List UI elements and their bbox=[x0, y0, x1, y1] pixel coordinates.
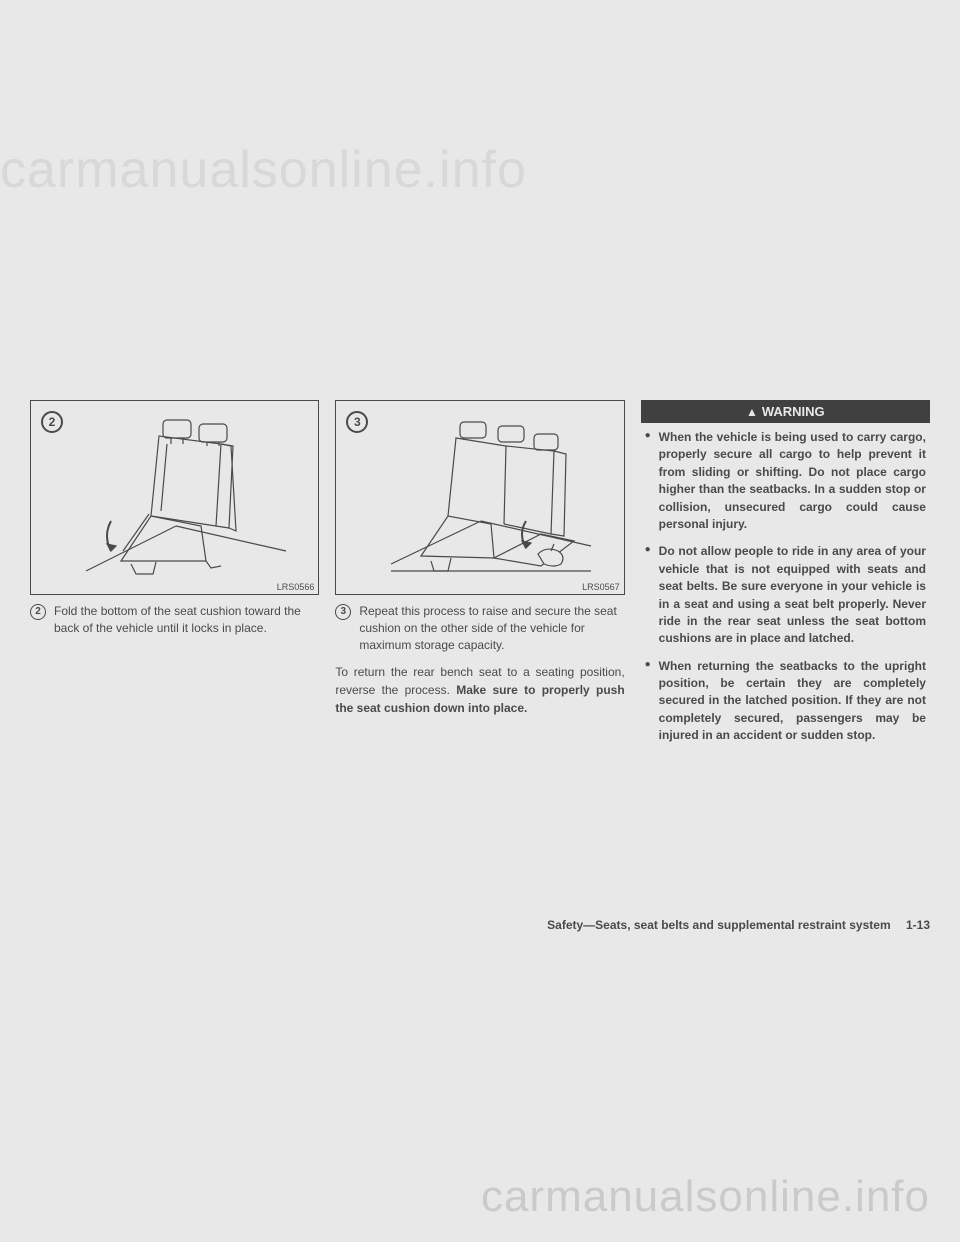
body-paragraph: To return the rear bench seat to a seati… bbox=[335, 663, 624, 717]
warning-triangle-icon: ▲ bbox=[746, 405, 758, 419]
footer-section-title: Safety—Seats, seat belts and supplementa… bbox=[547, 918, 890, 932]
figure-step-circle-2: 3 bbox=[346, 411, 368, 433]
warning-item: When returning the seatbacks to the upri… bbox=[645, 658, 926, 745]
column-3: ▲ WARNING When the vehicle is being used… bbox=[641, 400, 930, 755]
warning-title: WARNING bbox=[762, 404, 825, 419]
step-text-content-2: Repeat this process to raise and secure … bbox=[359, 603, 624, 653]
figure-step-circle-1: 2 bbox=[41, 411, 63, 433]
page-footer: Safety—Seats, seat belts and supplementa… bbox=[547, 918, 930, 932]
column-2: 3 bbox=[335, 400, 624, 755]
step-inline-num-2: 3 bbox=[335, 604, 351, 620]
step-text-content-1: Fold the bottom of the seat cushion towa… bbox=[54, 603, 319, 637]
warning-header: ▲ WARNING bbox=[641, 400, 930, 423]
step-text-2: 3 Repeat this process to raise and secur… bbox=[335, 603, 624, 653]
warning-list: When the vehicle is being used to carry … bbox=[641, 423, 930, 745]
figure-box-2: 3 bbox=[335, 400, 624, 595]
page-content: 2 bbox=[30, 400, 930, 755]
watermark-top: carmanualsonline.info bbox=[0, 140, 960, 200]
figure-code-1: LRS0566 bbox=[277, 582, 315, 592]
column-1: 2 bbox=[30, 400, 319, 755]
seat-diagram-2 bbox=[386, 416, 596, 581]
watermark-bottom: carmanualsonline.info bbox=[481, 1172, 930, 1222]
warning-item: Do not allow people to ride in any area … bbox=[645, 543, 926, 647]
step-text-1: 2 Fold the bottom of the seat cushion to… bbox=[30, 603, 319, 637]
figure-code-2: LRS0567 bbox=[582, 582, 620, 592]
figure-box-1: 2 bbox=[30, 400, 319, 595]
footer-page-number: 1-13 bbox=[906, 918, 930, 932]
step-inline-num-1: 2 bbox=[30, 604, 46, 620]
seat-diagram-1 bbox=[81, 416, 291, 581]
warning-item: When the vehicle is being used to carry … bbox=[645, 429, 926, 533]
